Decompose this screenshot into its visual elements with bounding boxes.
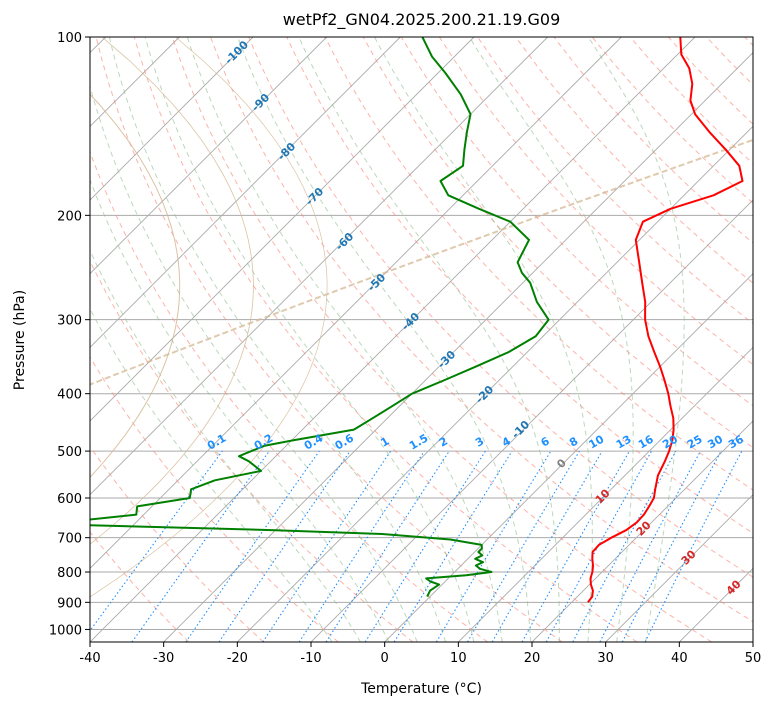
y-tick-label: 200 xyxy=(57,209,82,224)
mixing-ratio-line xyxy=(325,450,450,642)
isotherm-line xyxy=(531,420,753,642)
mixing-ratio-line xyxy=(545,450,653,642)
isotherm-line xyxy=(90,37,696,642)
dry-adiabat-line xyxy=(90,150,488,642)
data-lines xyxy=(90,37,744,603)
background-lines xyxy=(90,37,753,642)
x-tick-label: -20 xyxy=(227,651,248,666)
dry-adiabat-line xyxy=(90,445,264,642)
isotherm-line xyxy=(90,37,401,348)
dry-adiabat-line xyxy=(515,37,753,284)
dry-adiabat-line xyxy=(171,37,712,642)
moist-adiabat-line xyxy=(144,37,475,642)
moist-adiabat-line xyxy=(298,37,560,642)
mixing-ratio-line xyxy=(644,450,743,642)
mixing-ratio-line xyxy=(185,450,320,642)
isotherm-line xyxy=(163,52,753,642)
mixing-ratio-line xyxy=(393,450,513,642)
lcl-guide-line xyxy=(90,37,328,598)
dry-adiabat-line xyxy=(90,356,339,642)
y-tick-label: 100 xyxy=(57,31,82,46)
x-tick-label: 20 xyxy=(524,651,541,666)
isotherm-line xyxy=(384,273,753,642)
plot-frame xyxy=(89,36,754,643)
mixing-ratio-line xyxy=(521,450,630,642)
x-tick-label: 40 xyxy=(671,651,688,666)
moist-adiabat-line xyxy=(108,37,446,642)
mixing-ratio-line xyxy=(262,450,392,642)
chart-title: wetPf2_GN04.2025.200.21.19.G09 xyxy=(283,10,561,30)
dry-adiabat-line xyxy=(248,37,753,578)
x-tick-label: -40 xyxy=(79,651,100,666)
isotherm-line xyxy=(90,37,622,569)
moist-adiabat-line xyxy=(237,37,532,642)
y-tick-label: 800 xyxy=(57,566,82,581)
dry-adiabat-line xyxy=(133,37,638,642)
isotherm-line xyxy=(90,37,548,496)
dry-adiabat-line xyxy=(90,531,190,642)
dry-adiabat-line xyxy=(438,37,753,366)
axis-ticks: -40 -30 -20 -10 0 10 20 30 40 50 100 200 300 400 500 60… xyxy=(49,31,761,666)
dry-adiabat-line xyxy=(95,37,563,642)
moist-adiabat-line xyxy=(587,37,685,642)
moist-adiabat-line xyxy=(186,37,503,642)
mixing-ratio-line xyxy=(572,450,677,642)
isotherm-line xyxy=(90,37,327,275)
temperature-line xyxy=(587,37,744,603)
y-tick-label: 1000 xyxy=(49,623,82,638)
lcl-guide-line xyxy=(90,93,181,478)
lcl-guide-line xyxy=(90,138,753,386)
y-tick-label: 300 xyxy=(57,314,82,329)
mixing-ratio-line xyxy=(218,450,351,642)
x-tick-label: 0 xyxy=(381,651,389,666)
isotherm-line xyxy=(605,494,753,642)
y-tick-label: 700 xyxy=(57,532,82,547)
moist-adiabat-line xyxy=(90,249,362,642)
isotherm-line xyxy=(237,125,753,642)
isotherm-line xyxy=(458,346,753,642)
lcl-guide-line xyxy=(90,37,254,545)
y-tick-label: 500 xyxy=(57,445,82,460)
dry-adiabat-line xyxy=(400,37,753,407)
x-tick-label: 30 xyxy=(597,651,614,666)
moist-adiabat-line xyxy=(90,178,390,642)
y-tick-label: 900 xyxy=(57,596,82,611)
moist-adiabat-line xyxy=(374,37,593,642)
x-axis-title: Temperature (°C) xyxy=(360,681,482,697)
mixing-ratio-line xyxy=(90,450,223,632)
x-tick-label: 50 xyxy=(745,651,762,666)
x-tick-label: -10 xyxy=(300,651,321,666)
x-tick-label: -30 xyxy=(153,651,174,666)
dewpoint-line xyxy=(90,37,550,598)
dry-adiabat-line xyxy=(210,37,753,623)
y-tick-label: 400 xyxy=(57,388,82,403)
y-tick-label: 600 xyxy=(57,492,82,507)
isotherm-line xyxy=(90,37,254,201)
mixing-ratio-line xyxy=(131,450,270,642)
moist-adiabat-line xyxy=(90,84,418,642)
y-axis-title: Pressure (hPa) xyxy=(12,290,28,390)
x-tick-label: 10 xyxy=(450,651,467,666)
dry-adiabat-line xyxy=(286,37,753,534)
mixing-ratio-line xyxy=(298,450,425,642)
